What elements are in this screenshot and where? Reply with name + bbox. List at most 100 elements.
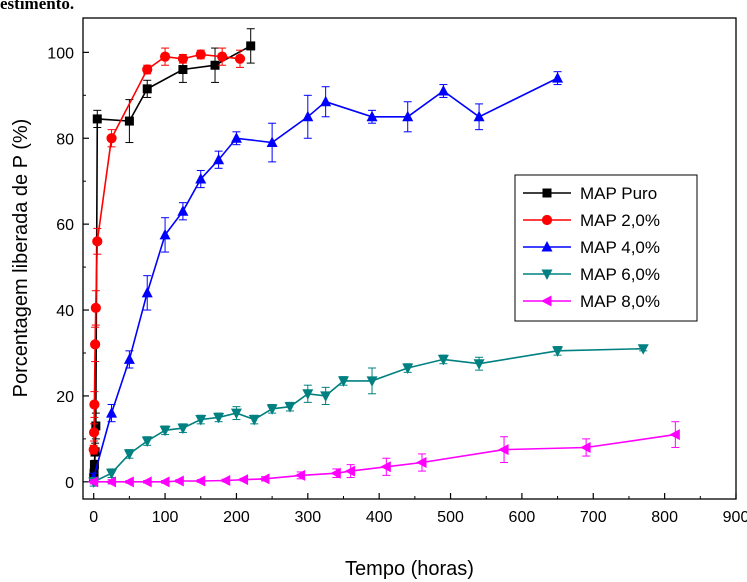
x-tick-label: 500 [437, 509, 464, 526]
series-5 [87, 421, 680, 488]
data-point [106, 133, 117, 144]
data-point [194, 475, 206, 487]
data-point [195, 173, 207, 184]
data-point [498, 444, 509, 456]
data-point [219, 475, 231, 487]
data-point [266, 404, 278, 415]
data-point [402, 110, 414, 122]
data-point [210, 60, 220, 70]
data-point [337, 376, 349, 387]
x-tick-label: 600 [509, 509, 536, 526]
data-point [230, 408, 242, 420]
data-point [88, 444, 99, 455]
data-point [237, 474, 249, 486]
data-point [344, 465, 356, 477]
data-point [320, 95, 332, 107]
data-point [234, 53, 246, 64]
data-point [89, 460, 99, 470]
data-point [195, 49, 206, 60]
data-point [230, 132, 242, 143]
y-tick-label: 0 [65, 475, 74, 492]
x-tick-label: 800 [651, 509, 678, 526]
legend-marker [541, 214, 553, 226]
data-point [284, 402, 296, 413]
legend-label: MAP Puro [580, 184, 657, 203]
legend-marker [541, 295, 552, 307]
data-point [159, 51, 171, 62]
series-2 [88, 47, 246, 455]
x-tick-label: 0 [89, 509, 98, 526]
data-point [141, 476, 152, 488]
data-point [90, 302, 101, 313]
data-point [266, 136, 278, 148]
data-point [106, 468, 118, 480]
data-point [173, 475, 184, 487]
x-tick-label: 900 [723, 509, 747, 526]
y-tick-label: 20 [56, 389, 74, 406]
data-point [637, 344, 649, 355]
legend-label: MAP 4,0% [580, 238, 660, 257]
data-point [213, 412, 225, 424]
series-line [92, 45, 252, 478]
series-3 [88, 71, 564, 483]
data-point [91, 421, 101, 431]
data-point [217, 51, 228, 62]
data-point [552, 72, 564, 83]
data-point [380, 461, 391, 473]
x-tick-label: 200 [223, 509, 250, 526]
data-point [105, 476, 117, 488]
data-point [177, 53, 189, 64]
data-point [415, 456, 427, 468]
data-point [159, 425, 171, 437]
series-line [93, 347, 644, 483]
y-tick-label: 80 [56, 131, 74, 148]
legend-label: MAP 2,0% [580, 211, 660, 230]
data-point [302, 110, 314, 122]
legend-marker [541, 241, 553, 252]
data-point [246, 41, 256, 51]
data-point [437, 85, 449, 96]
data-point [159, 228, 171, 240]
data-point [402, 363, 414, 375]
data-point [92, 114, 102, 124]
data-point [195, 415, 207, 426]
data-point [141, 286, 153, 298]
data-point [552, 346, 564, 357]
data-point [159, 476, 170, 488]
data-point [124, 116, 134, 126]
data-point [302, 389, 314, 400]
top-text: estimento. [0, 0, 75, 13]
data-point [88, 427, 100, 438]
data-point [366, 376, 378, 387]
x-tick-label: 400 [366, 509, 393, 526]
data-point [248, 415, 260, 426]
legend-label: MAP 8,0% [580, 292, 660, 311]
plot-frame [82, 17, 737, 500]
data-point [177, 423, 189, 435]
data-point [320, 391, 332, 402]
series-4 [88, 344, 649, 488]
legend-marker [542, 188, 552, 198]
x-tick-label: 100 [152, 509, 179, 526]
data-point [330, 467, 341, 479]
legend-label: MAP 6,0% [580, 265, 660, 284]
data-point [123, 449, 135, 460]
data-point [177, 205, 189, 216]
data-point [473, 110, 485, 122]
data-point [92, 236, 103, 247]
data-point [366, 110, 378, 122]
data-point [141, 436, 153, 448]
data-point [106, 407, 118, 418]
data-point [669, 429, 680, 441]
data-point [580, 441, 591, 453]
data-point [473, 359, 485, 370]
data-point [123, 476, 134, 488]
data-point [123, 353, 135, 364]
y-tick-label: 100 [47, 45, 74, 62]
y-tick-label: 60 [56, 217, 74, 234]
x-tick-label: 700 [580, 509, 607, 526]
data-point [178, 65, 188, 75]
series-line [92, 77, 558, 478]
data-point [142, 64, 153, 75]
